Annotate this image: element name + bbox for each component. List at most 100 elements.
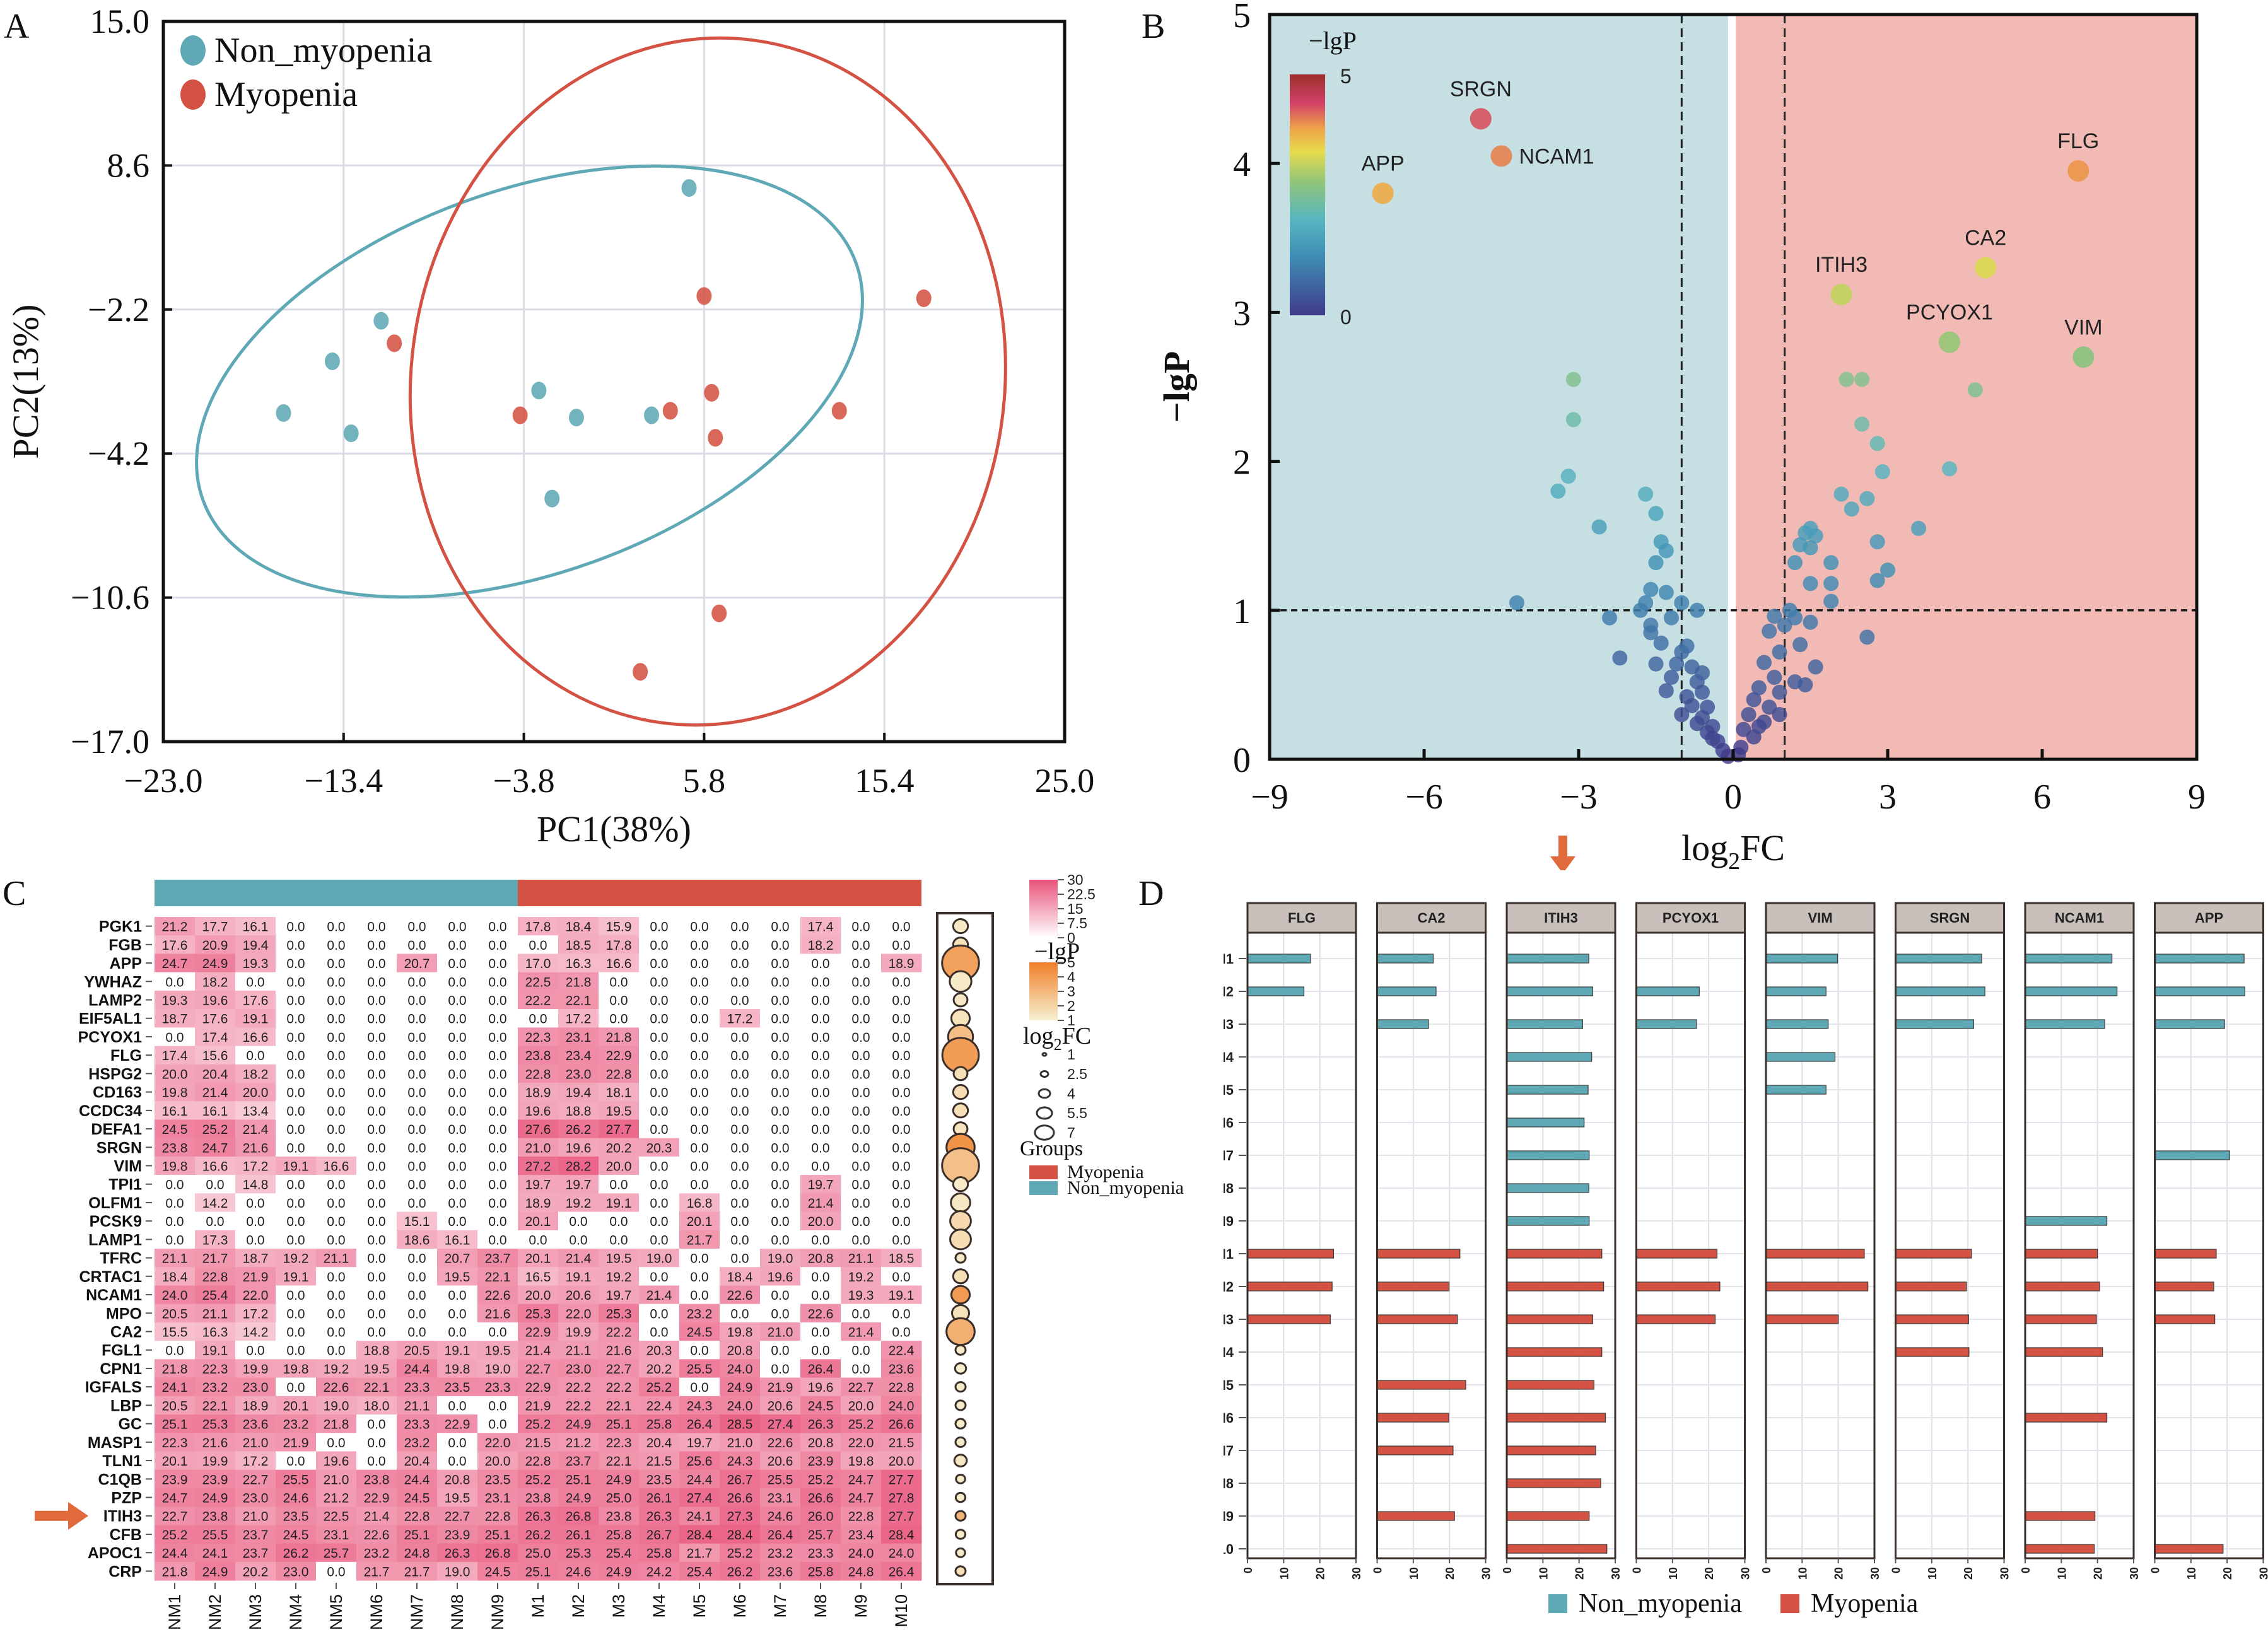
heatmap-cell-value: 0.0 bbox=[448, 1326, 466, 1340]
facet-x-tick-label: 30 bbox=[1480, 1567, 1493, 1580]
heatmap-cell bbox=[558, 990, 599, 1010]
facet-sample-label: M1 bbox=[1224, 1246, 1234, 1262]
facet-x-tick-label: 30 bbox=[1869, 1567, 1881, 1580]
heatmap-cell bbox=[477, 1285, 518, 1305]
heatmap-cell bbox=[356, 917, 397, 936]
heatmap-cell bbox=[235, 1083, 276, 1102]
heatmap-cell-value: 0.0 bbox=[407, 1270, 426, 1285]
heatmap-cell-value: 19.3 bbox=[162, 994, 188, 1008]
heatmap-cell bbox=[558, 1267, 599, 1286]
heatmap-cell bbox=[599, 1561, 640, 1581]
heatmap-cell bbox=[720, 1230, 761, 1249]
heatmap-cell bbox=[881, 1341, 922, 1360]
heatmap-cell bbox=[720, 1304, 761, 1323]
heatmap-cell-value: 14.2 bbox=[202, 1196, 228, 1211]
heatmap-cell-value: 20.8 bbox=[808, 1436, 834, 1450]
heatmap-cell bbox=[800, 1156, 841, 1175]
heatmap-cell-value: 0.0 bbox=[286, 1307, 305, 1321]
heatmap-cell-value: 20.1 bbox=[283, 1399, 309, 1413]
heatmap-row: TPI1 0.0 0.0 14.8 0.0 0.0 0.0 0.0 0.0 0.0 19.7 19.7… bbox=[108, 1175, 969, 1194]
heatmap-cell bbox=[356, 1009, 397, 1028]
heatmap-row: FLG 17.4 15.6 0.0 0.0 0.0 0.0 0.0 0.0 0.0 23.8 23.4… bbox=[110, 1037, 980, 1074]
heatmap-cell bbox=[356, 1249, 397, 1268]
heatmap-cell bbox=[235, 1156, 276, 1175]
facet-sample-label: NM6 bbox=[1224, 1115, 1234, 1131]
heatmap-row-label: TLN1 bbox=[103, 1452, 143, 1470]
heatmap-cell-value: 26.3 bbox=[525, 1510, 551, 1524]
heatmap-cell-value: 23.5 bbox=[646, 1473, 672, 1487]
heatmap-row-label: CFB bbox=[110, 1526, 142, 1544]
heatmap-cell bbox=[881, 1119, 922, 1139]
heatmap-cell-value: 28.4 bbox=[727, 1528, 753, 1543]
heatmap-cell-value: 0.0 bbox=[609, 1012, 628, 1027]
heatmap-cell-value: 0.0 bbox=[327, 1067, 345, 1082]
heatmap-cell-value: 0.0 bbox=[367, 1030, 385, 1045]
heatmap-cell bbox=[477, 1064, 518, 1083]
heatmap-cell-value: 24.5 bbox=[485, 1565, 511, 1579]
heatmap-cell bbox=[276, 1211, 317, 1231]
heatmap-cell-value: 0.0 bbox=[206, 1178, 224, 1193]
heatmap-cell bbox=[276, 1193, 317, 1213]
heatmap-row-label: OLFM1 bbox=[88, 1194, 142, 1212]
heatmap-cell-value: 19.6 bbox=[808, 1380, 834, 1395]
heatmap-cell bbox=[679, 1377, 720, 1397]
heatmap-cell bbox=[235, 1119, 276, 1139]
heatmap-cell bbox=[800, 917, 841, 936]
heatmap-cell bbox=[437, 1027, 478, 1047]
heatmap-cell-value: 22.7 bbox=[525, 1362, 551, 1377]
heatmap-cell bbox=[316, 1433, 357, 1452]
volcano-point bbox=[1869, 534, 1885, 550]
heatmap-cell-value: 0.0 bbox=[286, 1196, 305, 1211]
heatmap-cell bbox=[679, 1451, 720, 1471]
facet-bar bbox=[1506, 1380, 1594, 1390]
heatmap-cell-value: 20.4 bbox=[404, 1454, 430, 1469]
heatmap-cell bbox=[639, 1304, 680, 1323]
heatmap-cell bbox=[276, 972, 317, 991]
heatmap-cell-value: 21.4 bbox=[646, 1288, 672, 1303]
heatmap-cell-value: 0.0 bbox=[367, 957, 385, 971]
heatmap-cell bbox=[881, 1322, 922, 1341]
heatmap-cell-value: 0.0 bbox=[892, 1012, 910, 1027]
heatmap-cell-value: 0.0 bbox=[892, 1326, 910, 1340]
heatmap-cell-value: 0.0 bbox=[730, 1067, 749, 1082]
heatmap-cell-value: 0.0 bbox=[730, 1252, 749, 1266]
heatmap-cell-value: 23.6 bbox=[768, 1565, 793, 1579]
heatmap-cell-value: 24.3 bbox=[727, 1454, 753, 1469]
heatmap-cell bbox=[437, 1304, 478, 1323]
heatmap-cell bbox=[316, 1009, 357, 1028]
heatmap-cell bbox=[599, 1267, 640, 1286]
volcano-point bbox=[1777, 617, 1792, 633]
heatmap-cell-value: 22.1 bbox=[606, 1399, 632, 1413]
heatmap-cell-value: 20.7 bbox=[404, 957, 430, 971]
facet-bar bbox=[1506, 1281, 1605, 1292]
heatmap-cell bbox=[397, 1064, 438, 1083]
heatmap-cell-value: 0.0 bbox=[488, 1104, 506, 1119]
heatmap-cell bbox=[276, 935, 317, 954]
heatmap-cell-value: 22.8 bbox=[525, 1067, 551, 1082]
heatmap-cell-value: 0.0 bbox=[851, 1344, 870, 1358]
heatmap-cell-value: 0.0 bbox=[851, 1012, 870, 1027]
heatmap-cell-value: 0.0 bbox=[367, 1160, 385, 1174]
heatmap-cell-value: 0.0 bbox=[286, 1012, 305, 1027]
heatmap-cell bbox=[397, 1046, 438, 1065]
heatmap-cell-value: 0.0 bbox=[367, 1067, 385, 1082]
heatmap-cell-value: 24.8 bbox=[848, 1565, 874, 1579]
heatmap-cell bbox=[477, 1488, 518, 1507]
heatmap-cell bbox=[155, 1543, 196, 1563]
heatmap-cell bbox=[397, 1249, 438, 1268]
heatmap-cell bbox=[599, 1009, 640, 1028]
heatmap-cell-value: 20.0 bbox=[485, 1454, 511, 1469]
heatmap-cell-value: 0.0 bbox=[811, 975, 829, 989]
heatmap-cell bbox=[235, 935, 276, 954]
heatmap-cell bbox=[235, 1064, 276, 1083]
heatmap-cell bbox=[356, 1341, 397, 1360]
heatmap-cell bbox=[679, 1156, 720, 1175]
heatmap-bubble-fgl1 bbox=[954, 1344, 967, 1356]
heatmap-cell-value: 0.0 bbox=[367, 1288, 385, 1303]
heatmap-cell-value: 22.0 bbox=[566, 1307, 592, 1321]
heatmap-row: LBP 20.5 22.1 18.9 20.1 19.0 18.0 21.1 0.0 0.0 21.… bbox=[110, 1396, 967, 1415]
heatmap-cell bbox=[720, 1009, 761, 1028]
heatmap-cell bbox=[155, 917, 196, 936]
